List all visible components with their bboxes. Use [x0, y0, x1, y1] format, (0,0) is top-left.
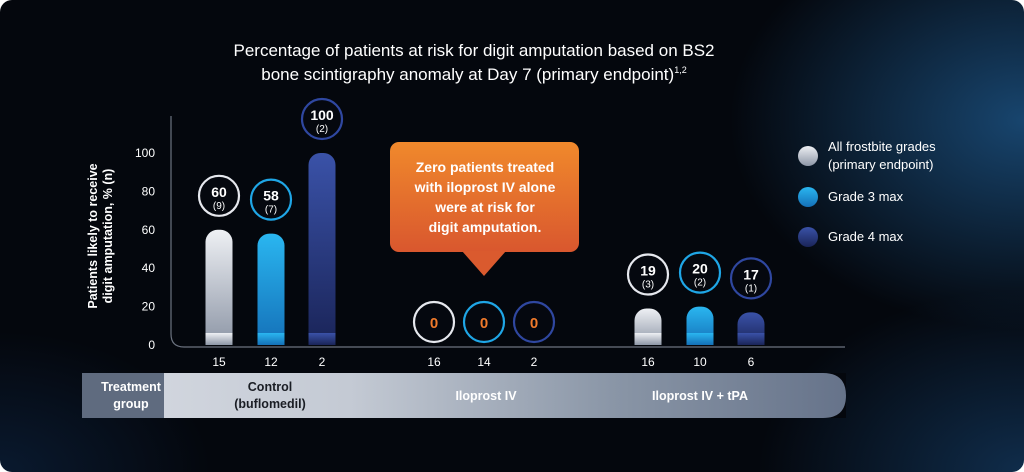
- value-bubble: [729, 257, 773, 300]
- value-bubble: [249, 178, 293, 221]
- y-tick-label: 40: [142, 261, 156, 275]
- y-tick-label: 80: [142, 184, 156, 198]
- bar-base: [737, 333, 765, 345]
- callout: Zero patients treated with iloprost IV a…: [390, 142, 579, 276]
- bar-total-label: 2: [319, 355, 326, 369]
- bar-base: [308, 333, 336, 345]
- bar-total-label: 6: [748, 355, 755, 369]
- y-tick-label: 60: [142, 223, 156, 237]
- chart-title-line2: bone scintigraphy anomaly at Day 7 (prim…: [261, 65, 686, 84]
- legend-swatch-grade3: [798, 187, 818, 207]
- value-bubble: [512, 300, 556, 344]
- legend-swatch-grade4: [798, 227, 818, 247]
- value-label: 100: [310, 107, 334, 123]
- callout-line3: were at risk for: [434, 199, 535, 215]
- value-label: 0: [430, 315, 438, 332]
- bar-base: [205, 333, 233, 345]
- value-label: 0: [530, 315, 538, 332]
- band-header-cell: [82, 373, 164, 418]
- value-n-label: (3): [642, 280, 654, 291]
- legend-label-all-grades-line1: All frostbite grades: [828, 139, 936, 154]
- y-axis-label-line1: Patients likely to receive: [86, 163, 100, 308]
- y-tick-label: 0: [148, 338, 155, 352]
- value-bubble: [300, 97, 344, 141]
- value-n-label: (1): [745, 283, 757, 294]
- value-bubble: [462, 300, 506, 344]
- value-label: 19: [640, 263, 656, 279]
- band-header-line1: Treatment: [101, 380, 162, 394]
- bar-base: [634, 333, 662, 345]
- value-label: 17: [743, 266, 759, 282]
- y-axis-label-line2: digit amputation, % (n): [101, 169, 115, 304]
- legend-label-all-grades-line2: (primary endpoint): [828, 157, 934, 172]
- bar: [308, 153, 336, 345]
- value-bubble: [197, 174, 241, 217]
- value-n-label: (2): [694, 278, 706, 289]
- bar-base: [686, 333, 714, 345]
- value-label: 20: [692, 261, 708, 277]
- value-label: 58: [263, 188, 279, 204]
- chart-title-line2-text: bone scintigraphy anomaly at Day 7 (prim…: [261, 65, 674, 84]
- value-label: 60: [211, 184, 227, 200]
- bar-total-label: 2: [531, 355, 538, 369]
- group-label-iloprost: Iloprost IV: [455, 389, 517, 403]
- bar-total-label: 12: [264, 355, 278, 369]
- legend-label-grade3: Grade 3 max: [828, 189, 904, 204]
- value-bubble: [626, 253, 670, 296]
- bar-total-label: 14: [477, 355, 491, 369]
- value-n-label: (7): [265, 205, 277, 216]
- y-tick-label: 100: [135, 146, 155, 160]
- callout-line1: Zero patients treated: [416, 159, 554, 175]
- bar-total-label: 10: [693, 355, 707, 369]
- legend-label-grade4: Grade 4 max: [828, 229, 904, 244]
- value-label: 0: [480, 315, 488, 332]
- value-n-label: (2): [316, 124, 328, 135]
- callout-box: [390, 142, 579, 252]
- bar-total-label: 15: [212, 355, 226, 369]
- y-tick-label: 20: [142, 300, 156, 314]
- band-corner-mask: [823, 373, 846, 418]
- bar: [257, 233, 285, 345]
- legend: All frostbite grades (primary endpoint) …: [798, 139, 936, 247]
- bar-total-label: 16: [427, 355, 441, 369]
- band-background: [82, 373, 846, 418]
- bar-base: [257, 333, 285, 345]
- chart-title-line1: Percentage of patients at risk for digit…: [233, 41, 714, 60]
- y-axis-label: Patients likely to receive digit amputat…: [86, 163, 115, 308]
- value-n-label: (9): [213, 201, 225, 212]
- value-bubble: [412, 300, 456, 344]
- group-label-control-line2: (buflomedil): [234, 397, 306, 411]
- band-header-line2: group: [113, 397, 149, 411]
- chart-marks: 1560(9)1601619(3)1258(7)1401020(2)2100(2…: [197, 97, 773, 369]
- group-label-iloprost-tpa: Iloprost IV + tPA: [652, 389, 748, 403]
- value-bubble: [678, 251, 722, 294]
- treatment-group-band: Treatment group Control (buflomedil) Ilo…: [82, 373, 846, 418]
- y-axis-ticks: 0 20 40 60 80 100: [135, 146, 155, 352]
- legend-swatch-all-grades: [798, 146, 818, 166]
- callout-pointer: [462, 251, 506, 276]
- callout-line4: digit amputation.: [429, 219, 542, 235]
- bar: [205, 229, 233, 345]
- callout-line2: with iloprost IV alone: [414, 179, 556, 195]
- group-label-control-line1: Control: [248, 380, 292, 394]
- bar-total-label: 16: [641, 355, 655, 369]
- axis-line: [170, 116, 845, 348]
- chart-title-superscript: 1,2: [674, 65, 687, 75]
